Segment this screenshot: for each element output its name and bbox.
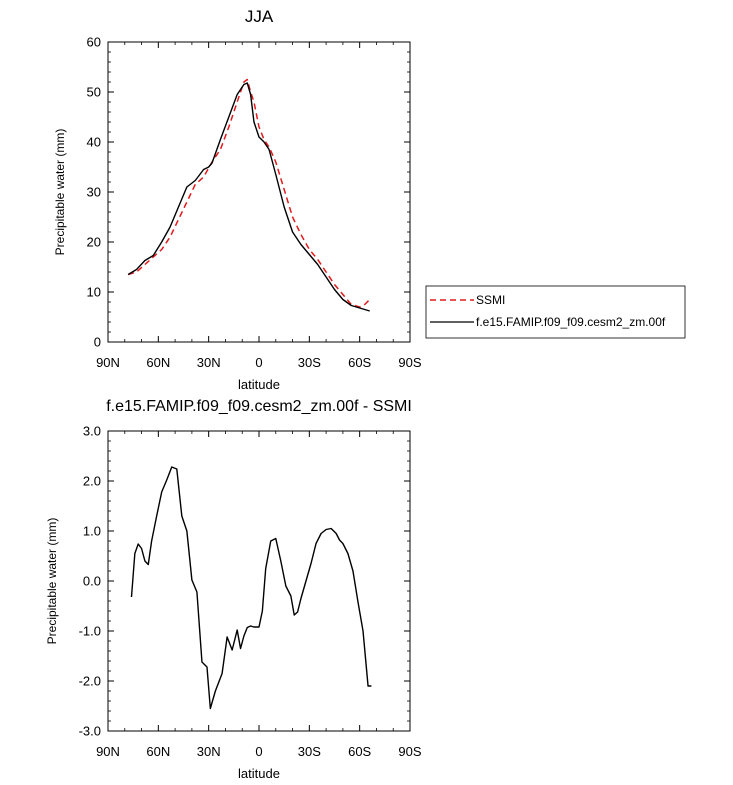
top-y-tick-labels: 0 10 20 30 40 50 60 [87,35,101,350]
bottom-x-tick-label: 0 [255,744,262,759]
bottom-y-tick-label: 0.0 [83,574,101,589]
legend-box [425,285,686,339]
bottom-axis-ticks [107,430,411,732]
top-series-line-1 [127,78,371,308]
bottom-y-tick-label: -1.0 [79,624,101,639]
bottom-y-tick-label: -2.0 [79,674,101,689]
top-panel: JJA 0 10 20 30 40 50 60 90N 60N 30N 0 30S 60S 90S la… [53,7,422,392]
top-y-tick-label: 30 [87,185,101,200]
top-x-tick-label: 90N [96,355,120,370]
top-y-axis-label: Precipitable water (mm) [53,129,67,256]
top-y-tick-label: 50 [87,85,101,100]
top-x-tick-label: 60S [348,355,371,370]
top-y-tick-label: 20 [87,235,101,250]
bottom-y-tick-label: 2.0 [83,474,101,489]
top-series-line-2 [127,82,370,312]
top-panel-title: JJA [245,7,274,26]
top-x-tick-label: 60N [146,355,170,370]
bottom-plot-frame [107,430,411,732]
bottom-x-tick-labels: 90N 60N 30N 0 30S 60S 90S [96,744,422,759]
top-x-tick-label: 30S [298,355,321,370]
bottom-panel-title: f.e15.FAMIP.f09_f09.cesm2_zm.00f - SSMI [106,398,412,415]
bottom-x-tick-label: 60N [146,744,170,759]
bottom-panel: f.e15.FAMIP.f09_f09.cesm2_zm.00f - SSMI … [45,398,422,781]
top-x-tick-label: 0 [255,355,262,370]
legend-label-model: f.e15.FAMIP.f09_f09.cesm2_zm.00f [476,315,666,329]
bottom-y-tick-label: 1.0 [83,524,101,539]
bottom-series-lines [130,466,372,710]
bottom-series-line-1 [130,466,372,710]
bottom-x-tick-label: 90S [398,744,421,759]
legend: SSMI f.e15.FAMIP.f09_f09.cesm2_zm.00f [425,285,686,339]
bottom-y-axis-label: Precipitable water (mm) [45,518,59,645]
top-x-tick-labels: 90N 60N 30N 0 30S 60S 90S [96,355,422,370]
bottom-x-tick-label: 60S [348,744,371,759]
top-y-tick-label: 0 [94,335,101,350]
top-x-tick-label: 30N [197,355,221,370]
bottom-y-tick-labels: -3.0 -2.0 -1.0 0.0 1.0 2.0 3.0 [79,424,101,739]
bottom-y-tick-label: -3.0 [79,724,101,739]
top-y-tick-label: 10 [87,285,101,300]
top-x-axis-label: latitude [238,377,280,392]
top-plot-frame [107,41,411,343]
top-x-tick-label: 90S [398,355,421,370]
top-series-lines [127,78,371,312]
bottom-x-axis-label: latitude [238,766,280,781]
bottom-y-tick-label: 3.0 [83,424,101,439]
top-y-tick-label: 60 [87,35,101,50]
bottom-x-tick-label: 30N [197,744,221,759]
legend-label-ssmi: SSMI [476,293,505,307]
bottom-x-tick-label: 90N [96,744,120,759]
top-axis-ticks [107,41,411,343]
top-y-tick-label: 40 [87,135,101,150]
bottom-x-tick-label: 30S [298,744,321,759]
